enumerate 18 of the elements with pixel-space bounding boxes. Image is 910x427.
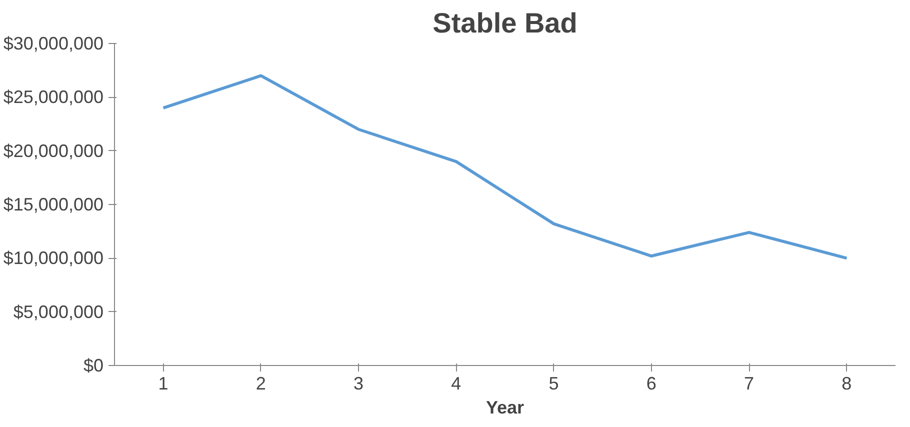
y-tick-label: $30,000,000 bbox=[3, 34, 104, 54]
y-tick-label: $20,000,000 bbox=[3, 140, 104, 161]
x-tick-label: 5 bbox=[548, 374, 559, 394]
y-tick-label: $25,000,000 bbox=[3, 87, 104, 108]
x-tick-label: 3 bbox=[354, 374, 364, 394]
y-tick-label: $15,000,000 bbox=[3, 194, 104, 214]
x-tick-label: 2 bbox=[256, 374, 266, 394]
line-series bbox=[162, 74, 848, 260]
x-tick-label: 6 bbox=[646, 374, 656, 394]
x-tick-label: 8 bbox=[842, 374, 852, 394]
x-tick-label: 1 bbox=[158, 374, 168, 394]
x-tick-label: 7 bbox=[744, 374, 754, 394]
x-axis-title: Year bbox=[486, 398, 524, 418]
y-tick-label: $10,000,000 bbox=[3, 248, 104, 268]
x-tick-label: 4 bbox=[451, 374, 462, 394]
chart-title: Stable Bad bbox=[432, 8, 578, 38]
y-tick-label: $5,000,000 bbox=[13, 302, 104, 322]
y-tick-label: $0 bbox=[83, 356, 104, 376]
